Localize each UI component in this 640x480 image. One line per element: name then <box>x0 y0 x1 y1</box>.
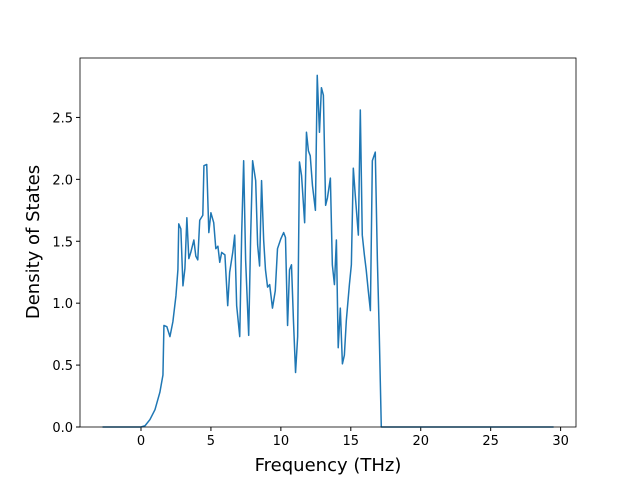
x-tick-label: 25 <box>482 434 499 449</box>
x-tick-label: 30 <box>552 434 569 449</box>
y-tick-label: 1.5 <box>52 235 73 250</box>
x-axis-label: Frequency (THz) <box>255 455 402 476</box>
dos-line <box>102 74 554 428</box>
x-tick-label: 20 <box>412 434 429 449</box>
x-tick-label: 10 <box>273 434 290 449</box>
y-tick-label: 0.0 <box>52 421 73 436</box>
plot-frame <box>79 57 577 428</box>
x-tick-label: 0 <box>137 434 145 449</box>
y-tick-label: 2.5 <box>52 111 73 126</box>
y-tick-label: 2.0 <box>52 173 73 188</box>
x-tick-label: 5 <box>207 434 215 449</box>
y-axis-label: Density of States <box>23 165 44 319</box>
y-tick-label: 1.0 <box>52 297 73 312</box>
x-tick-label: 15 <box>343 434 360 449</box>
y-tick-label: 0.5 <box>52 359 73 374</box>
